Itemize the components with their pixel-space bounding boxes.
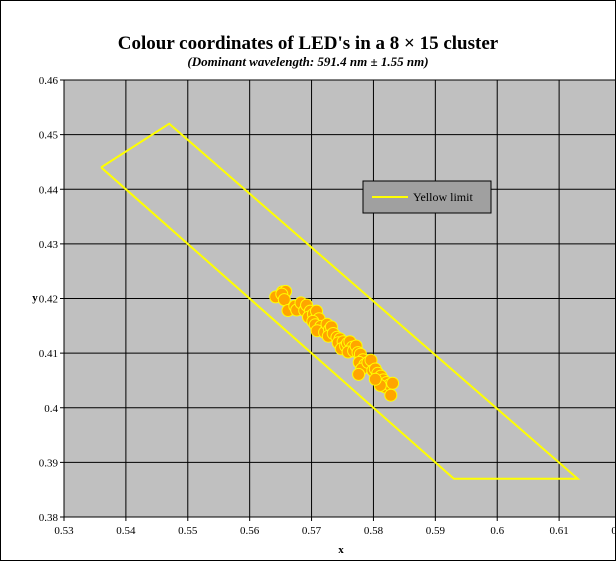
y-tick-label: 0.39	[39, 457, 59, 469]
chart-title: Colour coordinates of LED's in a 8 × 15 …	[118, 33, 499, 54]
x-tick-label: 0.62	[611, 525, 615, 537]
x-tick-label: 0.61	[549, 525, 568, 537]
x-tick-label: 0.58	[364, 525, 384, 537]
x-tick-label: 0.55	[178, 525, 198, 537]
y-tick-label: 0.45	[39, 130, 59, 142]
led-data-point	[368, 372, 382, 386]
x-tick-label: 0.54	[116, 525, 136, 537]
y-axis-label: y	[32, 292, 38, 304]
led-data-point	[384, 388, 398, 402]
led-data-point	[277, 293, 291, 307]
y-tick-label: 0.42	[39, 294, 58, 306]
x-tick-label: 0.56	[240, 525, 260, 537]
legend-label-yellow-limit: Yellow limit	[413, 190, 473, 204]
led-data-point	[352, 367, 366, 381]
x-tick-label: 0.6	[490, 525, 504, 537]
x-axis-label: x	[338, 544, 344, 556]
y-tick-label: 0.38	[39, 512, 59, 524]
plot-area: 0.53 0.54 0.55 0.56 0.57 0.58 0.59 0.6 0.61 0.62 0…	[39, 75, 616, 537]
y-tick-label: 0.41	[39, 348, 58, 360]
y-tick-label: 0.46	[39, 75, 59, 87]
x-tick-label: 0.53	[54, 525, 74, 537]
yellow-limit-line	[100, 122, 581, 480]
y-tick-label: 0.43	[39, 239, 59, 251]
legend: Yellow limit	[362, 180, 492, 214]
chart-subtitle: (Dominant wavelength: 591.4 nm ± 1.55 nm…	[187, 54, 428, 69]
x-tick-label: 0.57	[302, 525, 322, 537]
led-data-point	[386, 376, 400, 390]
x-tick-label: 0.59	[426, 525, 446, 537]
y-tick-label: 0.4	[44, 403, 58, 415]
y-tick-label: 0.44	[39, 184, 59, 196]
